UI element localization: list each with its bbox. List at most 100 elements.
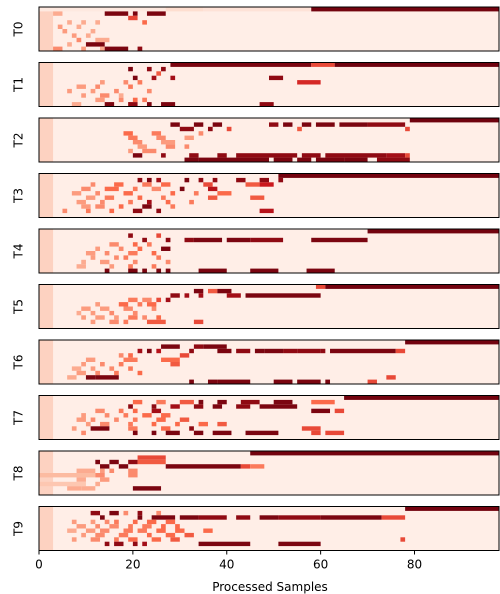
heatmap-cell [137,459,166,465]
heatmap-cell [240,464,251,469]
heatmap-cell [151,264,157,269]
heatmap-cell [236,177,246,183]
heatmap-cell [128,524,133,529]
heatmap-cell [161,140,176,145]
warmup-band [39,118,54,162]
warmup-band [39,7,54,51]
heatmap-cell [109,264,115,269]
heatmap-cell [118,408,124,414]
heatmap-cell [85,375,96,380]
heatmap-cell [161,344,180,349]
heatmap-cell [207,379,218,384]
heatmap-cell [53,11,63,16]
panel-frame [38,173,500,218]
heatmap-cell [320,348,326,354]
heatmap-cell [81,486,96,491]
heatmap-cell [71,426,77,431]
heatmap-cell [315,122,335,127]
heatmap-cell [146,348,152,354]
heatmap-cell [142,20,147,25]
heatmap-cell [245,430,279,436]
heatmap-cell [128,473,138,478]
heatmap-cell [170,404,180,409]
heatmap-cell [278,177,284,183]
heatmap-cell [123,510,129,516]
heatmap-cell [100,46,105,51]
heatmap-cell [132,153,143,158]
panel-t6: T6 [12,339,500,385]
heatmap-cell [184,135,194,140]
heatmap-cell [179,515,199,520]
heatmap-cell [67,20,72,25]
heatmap-cell [128,426,138,431]
heatmap-cell [100,362,105,367]
heatmap-cell [161,413,171,418]
heatmap-cell [146,199,152,205]
heatmap-cell [165,464,241,469]
heatmap-cell [146,532,152,538]
heatmap-cell [128,148,133,154]
heatmap-cell [118,302,129,307]
heatmap-cell [100,477,110,482]
heatmap-cell [311,430,321,436]
panel-frame [38,62,500,107]
heatmap-cell [137,370,143,376]
heatmap-cell [100,515,105,520]
heatmap-cell [184,293,190,298]
heatmap-cell [325,284,499,289]
heatmap-cell [71,366,82,371]
panel-background [39,451,499,495]
heatmap-cell [104,195,115,200]
heatmap-cell [95,375,119,380]
heatmap-cell [156,399,166,405]
heatmap-cell [67,88,72,94]
heatmap-cell [85,42,105,47]
heatmap-cell [198,399,204,405]
heatmap-cell [330,348,396,354]
heatmap-cell [114,370,119,376]
heatmap-cell [85,251,96,256]
heatmap-cell [161,357,180,362]
heatmap-cell [128,66,133,72]
heatmap-cell [193,404,204,409]
heatmap-cell [118,464,129,469]
panel-t0: T0 [12,6,500,52]
heatmap-cell [104,541,110,547]
heatmap-cell [90,366,96,371]
heatmap-cell [226,293,241,298]
heatmap-cell [193,288,204,294]
heatmap-cell [95,20,101,25]
heatmap-cell [156,135,166,140]
heatmap-cell [81,430,86,436]
heatmap-cell [259,208,274,214]
heatmap-cell [193,430,204,436]
heatmap-cell [386,375,396,380]
heatmap-cell [184,144,190,149]
heatmap-cell [301,153,321,158]
heatmap-cell [151,537,162,542]
heatmap-cell [189,153,199,158]
heatmap-cell [320,515,382,520]
heatmap-cell [170,362,180,367]
heatmap-cell [118,532,129,538]
heatmap-cell [207,195,218,200]
heatmap-cell [123,357,138,362]
heatmap-cell [179,186,185,192]
heatmap-cell [90,510,101,516]
heatmap-cell [114,537,119,542]
heatmap-cell [90,255,96,260]
panel-background [39,229,499,273]
heatmap-cell [95,532,105,538]
heatmap-cell [132,259,138,265]
panel-frame [38,117,500,163]
heatmap-cell [100,421,110,427]
heatmap-cell [137,455,166,460]
heatmap-cell [62,208,68,214]
heatmap-cell [81,315,86,320]
heatmap-cell [203,7,312,12]
heatmap-cell [207,126,213,132]
heatmap-cell [100,199,105,205]
heatmap-cell [114,541,124,547]
heatmap-cell [259,102,274,107]
